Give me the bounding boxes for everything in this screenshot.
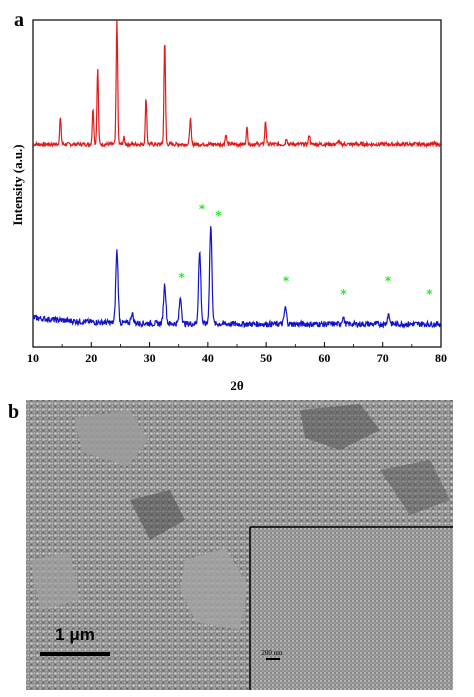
plot-frame <box>32 19 442 348</box>
xrd-plot: 10 20 30 40 50 60 70 80 * * * * * * * <box>27 19 447 365</box>
x-tick-label-10: 10 <box>27 351 39 365</box>
inset-scale-bar <box>266 658 280 660</box>
peak-star-2: * <box>215 208 222 222</box>
peak-star-1: * <box>199 202 206 216</box>
panel-b-label: b <box>8 401 19 423</box>
inset-scale-bar-label: 200 nm <box>261 649 283 657</box>
y-axis-title: Intensity (a.u.) <box>10 144 25 225</box>
x-tick-label-70: 70 <box>377 351 389 365</box>
x-tick-label-80: 80 <box>435 351 447 365</box>
peak-star-4: * <box>341 287 348 301</box>
xrd-trace-blue <box>32 226 442 329</box>
sem-inset <box>249 526 453 690</box>
x-axis-title: 2θ <box>230 378 244 393</box>
peak-star-5: * <box>385 274 392 288</box>
scale-bar <box>40 652 110 656</box>
peak-star-3: * <box>283 274 290 288</box>
x-tick-label-30: 30 <box>144 351 156 365</box>
xrd-trace-red <box>32 20 442 149</box>
scale-bar-label: 1 μm <box>55 625 95 644</box>
x-tick-label-60: 60 <box>318 351 330 365</box>
peak-star-6: * <box>426 287 433 301</box>
x-tick-label-50: 50 <box>260 351 272 365</box>
x-tick-label-20: 20 <box>85 351 97 365</box>
panel-a-label: a <box>14 9 24 31</box>
peak-star-0: * <box>178 271 185 285</box>
x-tick-label-40: 40 <box>202 351 214 365</box>
